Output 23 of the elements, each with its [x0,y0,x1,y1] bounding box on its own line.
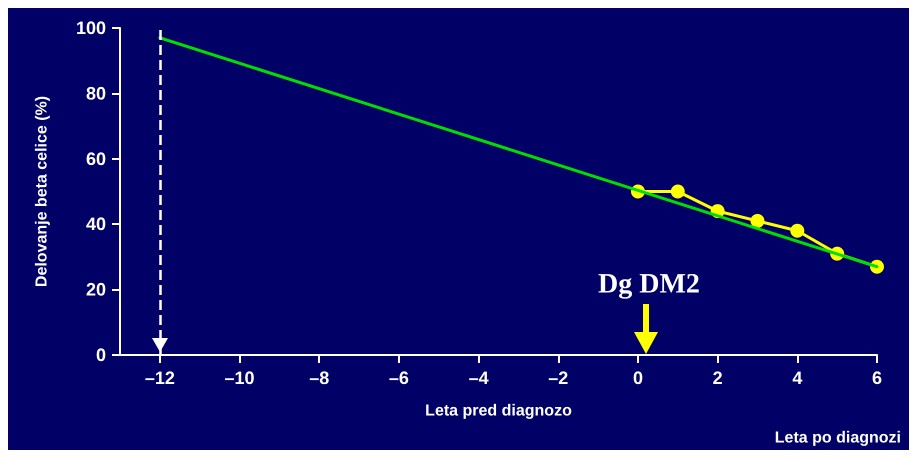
y-tick-label: 0 [96,345,106,365]
x-tick-label: –6 [388,368,409,388]
x-tick-label: –4 [468,368,489,388]
x-tick-label: –8 [309,368,330,388]
y-tick-label: 40 [86,214,106,234]
text: Leta po diagnozi [774,430,901,446]
annotation: Dg DM2 [598,268,700,300]
y-axis-title: Delovanje beta celice (%) [34,96,50,288]
point [670,184,685,198]
x-axis-title: Leta pred diagnozo [425,402,572,420]
x-tick-label: –12 [144,368,175,388]
x-tick-label: 4 [792,368,802,388]
x-tick-label: 0 [632,368,643,388]
x-tick-label: –2 [548,368,568,388]
y-tick-label: 60 [86,148,106,169]
point [750,214,764,228]
y-tick-label: 20 [86,280,106,300]
point [790,224,804,238]
x-tick-label: 2 [712,368,723,388]
x-tick-label: 6 [872,368,882,388]
y-tick-label: 80 [86,83,106,104]
x-tick-label: –10 [224,368,255,388]
y-tick-label: 100 [76,18,106,38]
